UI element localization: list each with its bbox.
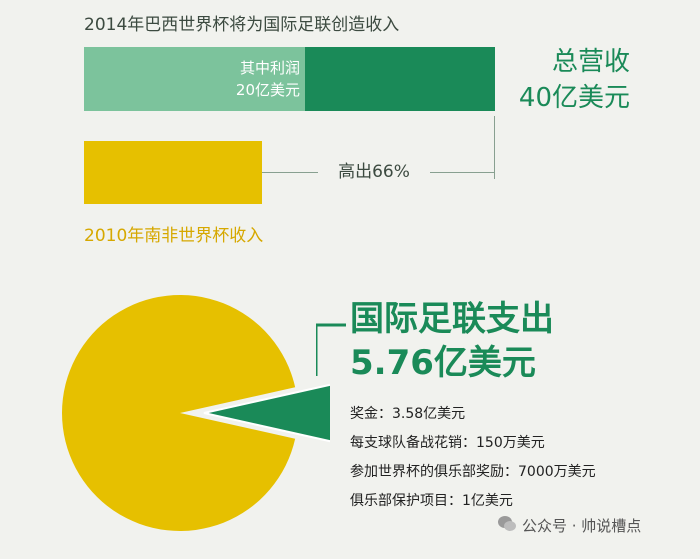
list-item: 参加世界杯的俱乐部奖励：7000万美元: [350, 464, 596, 480]
revenue-2010-label: 2010年南非世界杯收入: [84, 226, 264, 246]
wechat-icon: [498, 516, 516, 531]
profit-label-value: 20亿美元: [235, 81, 300, 99]
bar-revenue-2010: [84, 141, 262, 204]
total-revenue-label-value: 40亿美元: [518, 83, 630, 113]
total-revenue-label-name: 总营收: [551, 47, 630, 77]
profit-label: 其中利润 20亿美元: [180, 57, 300, 101]
expenditure-title: 国际足联支出: [350, 299, 554, 339]
comparison-annotation: 高出66%: [318, 159, 430, 185]
list-item: 俱乐部保护项目：1亿美元: [350, 493, 513, 509]
bar-profit-2014: [84, 47, 305, 111]
pie-main-slice: [62, 295, 296, 531]
expenditure-breakdown-list: 奖金：3.58亿美元 每支球队备战花销：150万美元 参加世界杯的俱乐部奖励：7…: [350, 400, 596, 516]
total-revenue-label: 总营收 40亿美元: [505, 44, 630, 116]
expenditure-amount: 5.76亿美元: [350, 343, 536, 383]
pie-highlight-slice: [203, 383, 330, 443]
profit-label-name: 其中利润: [239, 59, 300, 77]
list-item: 每支球队备战花销：150万美元: [350, 435, 545, 451]
leader-line: [316, 323, 346, 376]
comparison-tick: [494, 116, 495, 179]
list-item: 奖金：3.58亿美元: [350, 406, 466, 422]
expenditure-pie-chart: [62, 295, 330, 531]
watermark-text: 公众号 · 帅说槽点: [522, 517, 642, 535]
chart-title: 2014年巴西世界杯将为国际足联创造收入: [84, 15, 400, 35]
